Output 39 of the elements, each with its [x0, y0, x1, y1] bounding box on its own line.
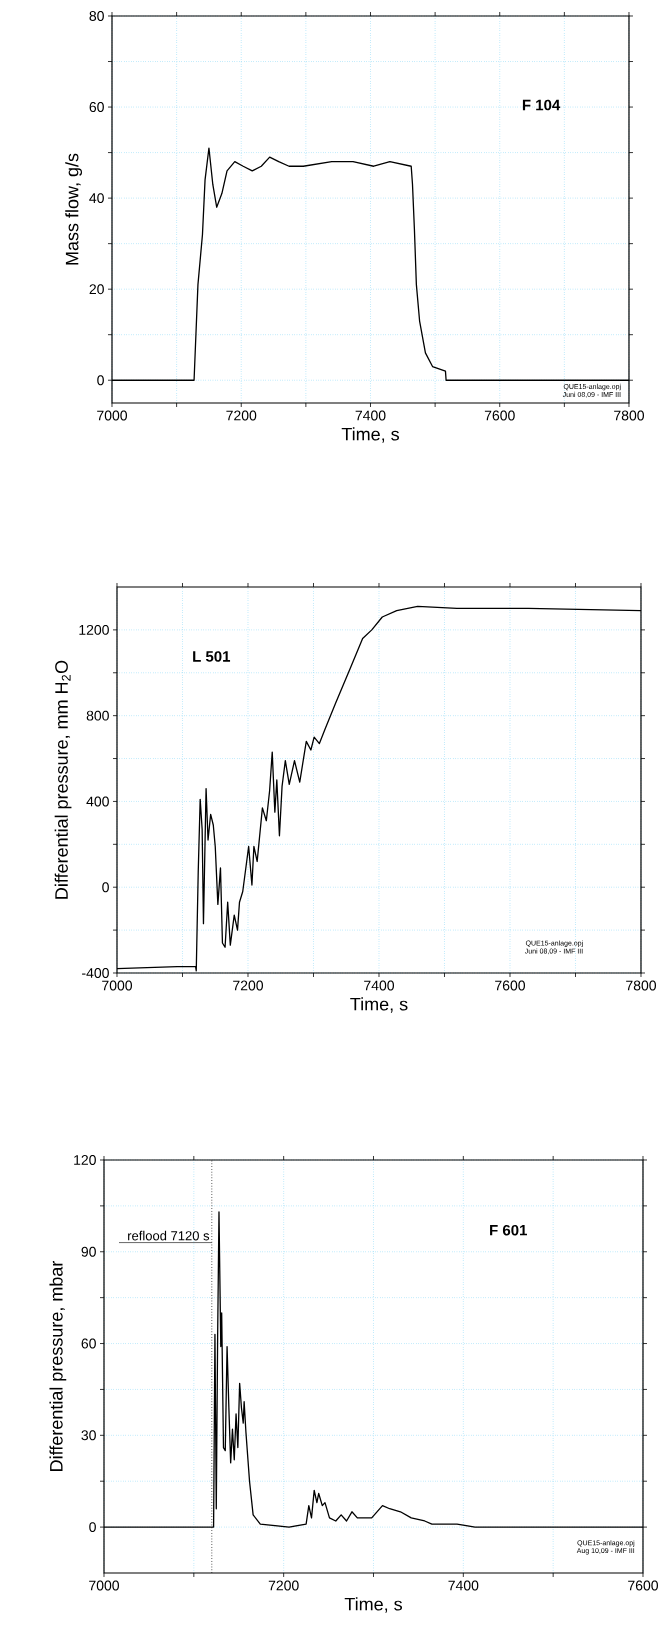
x-tick-label: 7600 — [484, 410, 515, 421]
y-tick-label: -400 — [82, 968, 109, 978]
x-tick-label: 7600 — [495, 980, 526, 991]
y-tick-label: 20 — [89, 284, 104, 295]
y-tick-label: 400 — [86, 796, 109, 807]
annotation: L 501 — [193, 651, 231, 662]
x-tick-label: 7200 — [233, 980, 264, 991]
y-tick-label: 90 — [81, 1246, 96, 1257]
x-tick-label: 7400 — [448, 1580, 479, 1591]
x-tick-label: 7200 — [226, 410, 257, 421]
y-tick-label: 40 — [89, 193, 104, 204]
annotation: F 104 — [522, 99, 561, 111]
x-tick-label: 7400 — [364, 980, 395, 991]
x-axis-title: Time, s — [350, 997, 408, 1013]
y-axis-title: Differential pressure, mbar — [49, 1260, 67, 1471]
x-tick-label: 7200 — [268, 1580, 299, 1591]
y-tick-label: 60 — [81, 1338, 96, 1349]
x-axis-title: Time, s — [344, 1597, 403, 1613]
x-tick-label: 7000 — [97, 410, 128, 421]
x-tick-label: 7600 — [628, 1580, 659, 1591]
x-tick-label: 7800 — [626, 980, 657, 991]
ref-line-label: reflood 7120 s — [128, 1230, 210, 1241]
annotation: F 601 — [490, 1224, 527, 1236]
x-tick-label: 7000 — [102, 980, 133, 991]
y-tick-label: 30 — [81, 1430, 96, 1441]
y-tick-label: 0 — [89, 1522, 96, 1533]
y-axis-title: Differential pressure, mm H$_{2}$O — [54, 660, 72, 899]
y-tick-label: 0 — [102, 882, 109, 893]
x-axis-title: Time, s — [341, 427, 399, 443]
y-tick-label: 800 — [86, 710, 109, 721]
y-tick-label: 1200 — [79, 624, 109, 635]
y-tick-label: 80 — [89, 11, 104, 21]
x-tick-label: 7800 — [614, 410, 645, 421]
y-tick-label: 60 — [89, 102, 104, 113]
x-tick-label: 7400 — [355, 410, 386, 421]
y-axis-title: Mass flow, g/s — [65, 153, 83, 265]
y-tick-label: 0 — [97, 375, 104, 386]
x-tick-label: 7000 — [89, 1580, 120, 1591]
y-tick-label: 120 — [74, 1155, 96, 1165]
